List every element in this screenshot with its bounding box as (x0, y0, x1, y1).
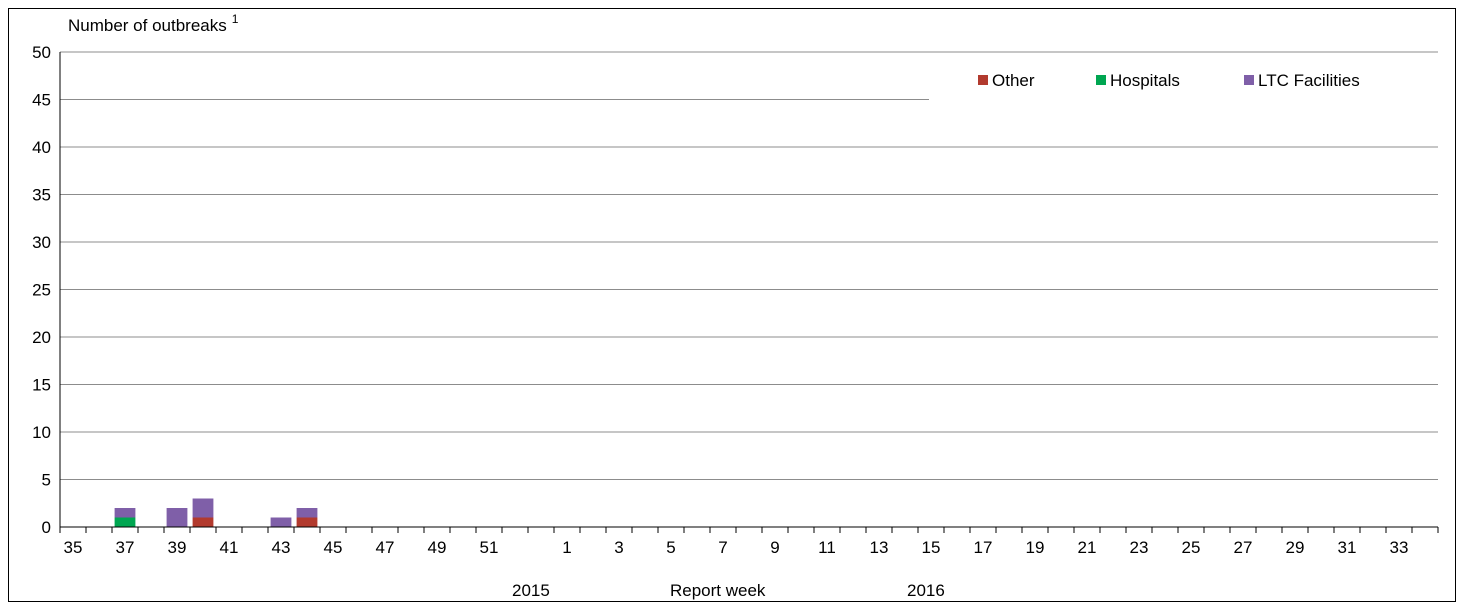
y-tick-label-50: 50 (32, 43, 51, 62)
year-label-2016: 2016 (907, 581, 945, 600)
x-tick-label-33: 33 (1390, 538, 1409, 557)
y-axis-label: Number of outbreaks 1 (68, 12, 239, 35)
legend-swatch-ltc-facilities (1244, 75, 1254, 85)
x-tick-label-45: 45 (324, 538, 343, 557)
x-axis-label: Report week (670, 581, 766, 600)
legend-label-hospitals: Hospitals (1110, 71, 1180, 90)
bar-other-week-40 (192, 517, 214, 527)
y-tick-label-0: 0 (42, 518, 51, 537)
bar-ltc-facilities-week-40 (192, 498, 214, 518)
bars-layer (114, 498, 318, 527)
year-label-2015: 2015 (512, 581, 550, 600)
x-tick-label-3: 3 (614, 538, 623, 557)
y-tick-label-5: 5 (42, 471, 51, 490)
legend-swatch-other (978, 75, 988, 85)
x-tick-label-7: 7 (718, 538, 727, 557)
legend-label-other: Other (992, 71, 1035, 90)
x-tick-label-21: 21 (1078, 538, 1097, 557)
bar-ltc-facilities-week-44 (296, 508, 318, 518)
y-tick-label-25: 25 (32, 281, 51, 300)
legend-label-ltc-facilities: LTC Facilities (1258, 71, 1360, 90)
legend: Other Hospitals LTC Facilities (929, 71, 1439, 101)
x-tick-label-35: 35 (64, 538, 83, 557)
x-tick-label-29: 29 (1286, 538, 1305, 557)
x-tick-label-23: 23 (1130, 538, 1149, 557)
bar-hospitals-week-37 (114, 517, 136, 527)
x-tick-label-51: 51 (480, 538, 499, 557)
y-tick-label-30: 30 (32, 233, 51, 252)
x-tick-label-31: 31 (1338, 538, 1357, 557)
x-tick-label-17: 17 (974, 538, 993, 557)
x-tick-label-47: 47 (376, 538, 395, 557)
y-tick-label-40: 40 (32, 138, 51, 157)
chart-frame: 0 5 10 15 20 25 30 35 40 45 50 35 37 39 41 43 45 47 49 51 1 3… (8, 8, 1456, 602)
x-tick-label-37: 37 (116, 538, 135, 557)
x-tick-label-13: 13 (870, 538, 889, 557)
y-tick-label-35: 35 (32, 186, 51, 205)
x-tick-label-1: 1 (562, 538, 571, 557)
x-tick-label-43: 43 (272, 538, 291, 557)
x-tick-label-41: 41 (220, 538, 239, 557)
bar-other-week-44 (296, 517, 318, 527)
x-tick-label-19: 19 (1026, 538, 1045, 557)
y-tick-label-10: 10 (32, 423, 51, 442)
x-tick-label-9: 9 (770, 538, 779, 557)
bar-ltc-facilities-week-39 (166, 508, 188, 527)
legend-swatch-hospitals (1096, 75, 1106, 85)
x-tick-label-25: 25 (1182, 538, 1201, 557)
bar-ltc-facilities-week-43 (270, 517, 292, 527)
y-axis-label-superscript: 1 (232, 12, 239, 26)
y-tick-label-15: 15 (32, 376, 51, 395)
x-tick-label-11: 11 (818, 538, 836, 557)
legend-background (929, 71, 1439, 101)
x-tick-label-39: 39 (168, 538, 187, 557)
x-tick-label-15: 15 (922, 538, 941, 557)
bar-ltc-facilities-week-37 (114, 508, 136, 518)
grid-layer (60, 51, 1438, 480)
y-axis-label-text: Number of outbreaks (68, 16, 227, 35)
x-tick-label-5: 5 (666, 538, 675, 557)
y-tick-label-20: 20 (32, 328, 51, 347)
y-tick-label-45: 45 (32, 91, 51, 110)
x-tick-label-27: 27 (1234, 538, 1253, 557)
x-tick-label-49: 49 (428, 538, 447, 557)
